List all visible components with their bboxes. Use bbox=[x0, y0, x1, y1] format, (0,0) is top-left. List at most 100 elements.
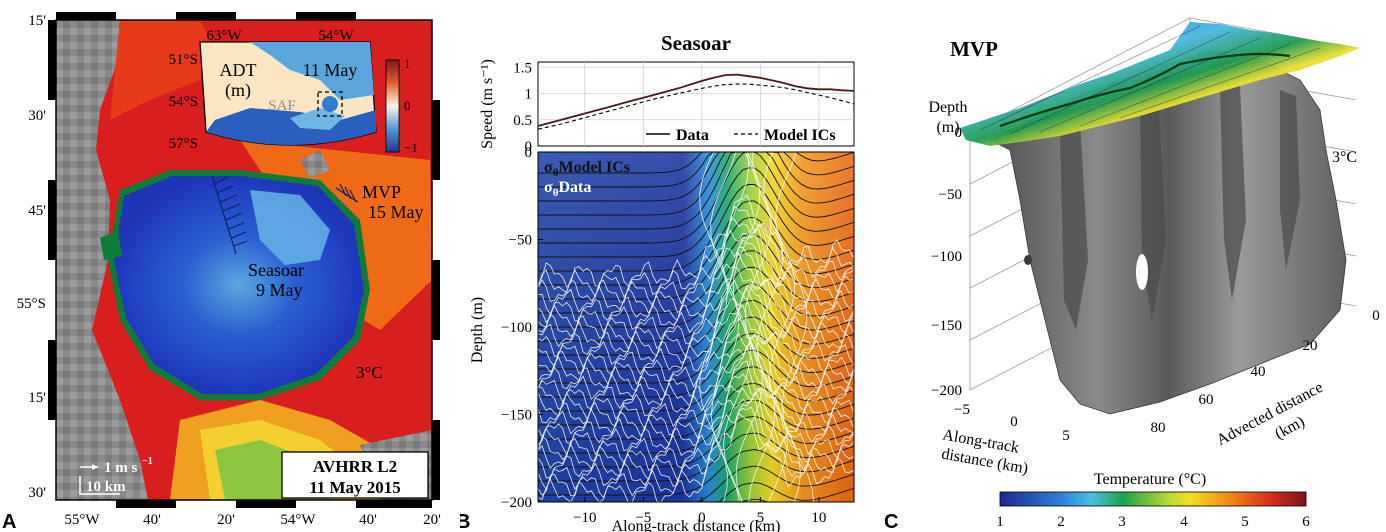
model-isopycnal bbox=[538, 266, 854, 342]
svg-text:1: 1 bbox=[525, 87, 533, 103]
mvp-title: MVP bbox=[950, 37, 998, 61]
svg-text:20': 20' bbox=[217, 512, 235, 528]
c-depth-tick-labels: 0 −50 −100 −150 −200 bbox=[931, 125, 962, 399]
svg-text:80: 80 bbox=[1151, 420, 1166, 436]
seasoar-label: Seasoar bbox=[248, 260, 304, 280]
model-isopycnal bbox=[538, 316, 854, 384]
svg-text:5: 5 bbox=[1241, 514, 1249, 530]
depth-label-line2: (m) bbox=[936, 119, 959, 136]
svg-text:30': 30' bbox=[28, 485, 46, 501]
model-isopycnal bbox=[538, 300, 854, 370]
speed-series-model-ics bbox=[537, 83, 855, 130]
saf-label: SAF bbox=[268, 98, 296, 114]
model-isopycnal bbox=[538, 152, 854, 174]
svg-text:40': 40' bbox=[359, 512, 377, 528]
c-advected-tick-labels: 0 20 40 60 80 bbox=[1151, 308, 1380, 436]
svg-text:15': 15' bbox=[28, 13, 46, 29]
surface-hole bbox=[1136, 254, 1148, 290]
observed-isopycnal bbox=[538, 398, 854, 491]
svg-text:−100: −100 bbox=[931, 249, 962, 265]
product-date: 11 May 2015 bbox=[309, 478, 401, 497]
panel-b-seasoar: Seasoar 1.5 1 0.5 0 Speed (m s⁻¹) Data M… bbox=[460, 31, 855, 532]
isotherm-label: 3°C bbox=[356, 363, 383, 382]
adt-inset: ADT (m) 11 May SAF 63°W 54°W 51°S 54°S 5… bbox=[169, 28, 418, 155]
seasoar-title: Seasoar bbox=[661, 31, 731, 55]
svg-text:57°S: 57°S bbox=[169, 136, 198, 152]
panel-letter-c: C bbox=[884, 511, 898, 532]
svg-text:−150: −150 bbox=[931, 318, 962, 334]
observed-isopycnal bbox=[538, 205, 854, 298]
speed-axis-label: Speed (m s⁻¹) bbox=[479, 59, 496, 149]
svg-text:−50: −50 bbox=[939, 187, 962, 203]
svg-text:55°S: 55°S bbox=[17, 296, 46, 312]
svg-text:45': 45' bbox=[28, 203, 46, 219]
observed-isopycnal bbox=[538, 252, 854, 350]
model-isopycnal bbox=[538, 482, 854, 502]
seasoar-track bbox=[211, 175, 248, 255]
svg-text:−1: −1 bbox=[404, 140, 418, 155]
section-ticks bbox=[538, 151, 820, 503]
mvp-label: MVP bbox=[362, 182, 401, 202]
model-isopycnal bbox=[538, 449, 854, 496]
observed-isopycnal bbox=[538, 412, 854, 502]
seasoar-date: 9 May bbox=[256, 280, 303, 300]
svg-text:0: 0 bbox=[404, 98, 411, 113]
adt-colorbar bbox=[385, 59, 400, 153]
speed-tick-labels: 1.5 1 0.5 0 bbox=[513, 60, 532, 155]
scale-bar-label: 10 km bbox=[86, 479, 126, 495]
svg-text:40': 40' bbox=[143, 512, 161, 528]
svg-text:−200: −200 bbox=[501, 495, 532, 511]
svg-text:54°W: 54°W bbox=[280, 512, 316, 528]
observed-isopycnal bbox=[721, 152, 751, 502]
svg-text:0: 0 bbox=[698, 510, 706, 526]
svg-text:20: 20 bbox=[1303, 338, 1318, 354]
longitude-labels: 55°W 40' 20' 54°W 40' 20' bbox=[64, 512, 441, 528]
legend-data: Data bbox=[676, 127, 709, 144]
svg-text:5: 5 bbox=[1062, 428, 1070, 444]
svg-text:4: 4 bbox=[1180, 514, 1188, 530]
along-track-axis-label: Along-track distance (km) bbox=[612, 518, 781, 532]
mvp-track bbox=[335, 183, 359, 203]
model-isopycnal bbox=[538, 152, 854, 202]
svg-text:−100: −100 bbox=[501, 320, 532, 336]
colorbar-tick-labels: 1 2 3 4 5 6 bbox=[996, 514, 1310, 530]
temperature-colorbar-label: Temperature (°C) bbox=[1094, 471, 1206, 488]
svg-text:55°W: 55°W bbox=[64, 512, 100, 528]
latitude-labels: 15' 30' 45' 55°S 15' 30' bbox=[17, 13, 47, 501]
svg-text:0: 0 bbox=[1010, 414, 1018, 430]
isosurface-label: 3°C bbox=[1332, 149, 1357, 166]
observed-isopycnal bbox=[538, 232, 854, 324]
observed-isopycnal bbox=[538, 285, 854, 376]
model-isopycnal bbox=[538, 152, 854, 244]
speed-grid bbox=[538, 62, 854, 146]
observed-isopycnal bbox=[538, 347, 854, 446]
observed-isopycnal bbox=[538, 336, 854, 430]
svg-text:0: 0 bbox=[525, 145, 533, 161]
svg-text:1: 1 bbox=[996, 514, 1004, 530]
product-box bbox=[281, 451, 429, 499]
inset-date: 11 May bbox=[303, 60, 358, 80]
speed-lines bbox=[537, 73, 855, 130]
svg-text:−10: −10 bbox=[573, 510, 596, 526]
observed-isopycnal bbox=[538, 218, 854, 307]
svg-text:30': 30' bbox=[28, 108, 46, 124]
svg-text:0: 0 bbox=[1372, 308, 1380, 324]
model-isopycnal bbox=[538, 152, 854, 230]
model-isopycnal bbox=[538, 152, 854, 216]
svg-text:63°W: 63°W bbox=[206, 28, 242, 44]
svg-text:−5: −5 bbox=[954, 402, 970, 418]
panel-a-map: 15' 30' 45' 55°S 15' 30' 55°W 40' 20' 54… bbox=[2, 12, 441, 532]
svg-text:1.5: 1.5 bbox=[513, 60, 532, 76]
svg-text:40: 40 bbox=[1251, 364, 1266, 380]
svg-text:5: 5 bbox=[757, 510, 765, 526]
observed-isopycnal bbox=[538, 239, 854, 334]
product-label: AVHRR L2 bbox=[313, 457, 397, 476]
c-along-tick-labels: −5 0 5 bbox=[954, 402, 1070, 444]
svg-text:54°W: 54°W bbox=[318, 28, 354, 44]
scale-legend: 1 m s −1 10 km bbox=[79, 456, 153, 495]
depth-label-line1: Depth bbox=[928, 99, 967, 116]
svg-text:20': 20' bbox=[423, 512, 441, 528]
svg-text:−150: −150 bbox=[501, 408, 532, 424]
sigma-model-label: σθModel ICs bbox=[544, 159, 630, 179]
observed-isopycnal bbox=[763, 152, 801, 502]
